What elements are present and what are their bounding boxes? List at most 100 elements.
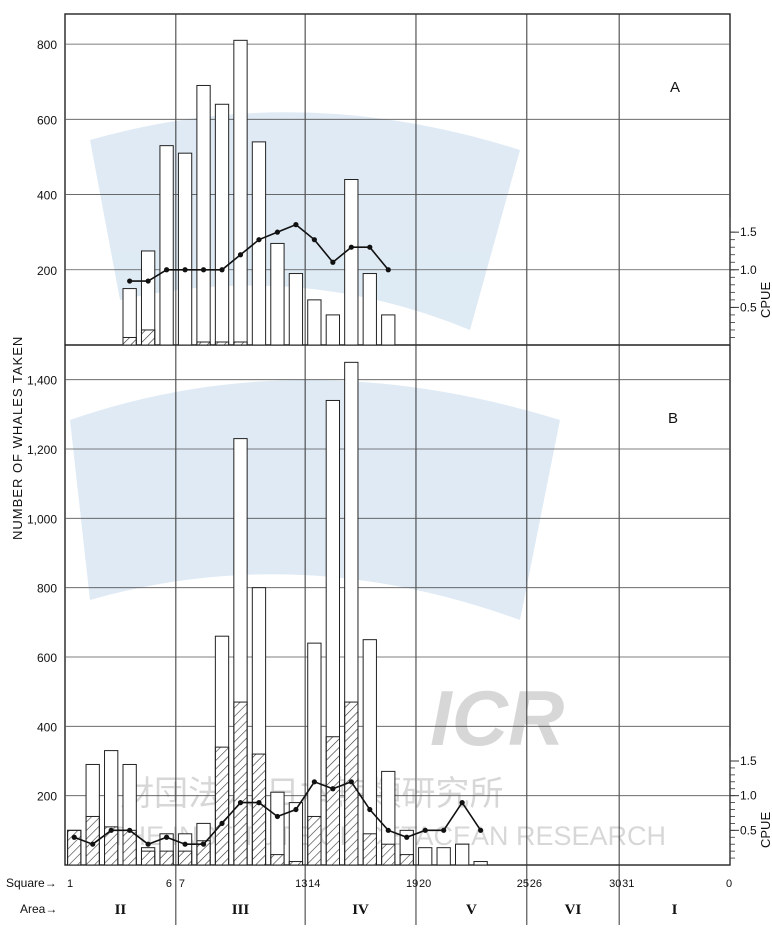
cpue-point — [127, 278, 133, 284]
square-axis-label: Square→ — [6, 876, 57, 890]
cpue-point — [71, 834, 77, 840]
cpue-point — [478, 827, 484, 833]
area-label: IV — [352, 902, 369, 918]
cpue-point — [182, 841, 188, 847]
y-axis-label: NUMBER OF WHALES TAKEN — [10, 336, 25, 540]
bar-hatched — [177, 850, 193, 866]
y-tick-label: 200 — [37, 790, 57, 804]
y-tick-label: 800 — [37, 38, 57, 52]
square-tick-label: 6 — [166, 878, 172, 890]
cpue-point — [237, 800, 244, 806]
watermark-logo-shape-2 — [70, 380, 560, 620]
y-tick-label: 200 — [37, 264, 57, 278]
cpue-point — [459, 800, 465, 806]
cpue-point — [367, 806, 373, 813]
cpue-point — [219, 820, 225, 827]
square-tick-label: 14 — [308, 878, 320, 890]
bar-total — [288, 273, 304, 346]
axis-ticks: 2004006008002004006008001,0001,2001,4000… — [27, 38, 757, 918]
cpue-point — [441, 827, 447, 833]
square-tick-label: 25 — [517, 878, 529, 890]
bar-hatched — [270, 854, 285, 866]
panel-b-bars — [67, 361, 488, 866]
bar-total — [270, 242, 285, 346]
square-tick-label: 0 — [726, 878, 732, 890]
cpue-point — [311, 779, 317, 785]
cpue-tick-label: 1.5 — [740, 225, 757, 239]
panel-b-cpue-line — [71, 779, 484, 847]
y-tick-label: 400 — [37, 720, 57, 734]
cpue-point — [145, 278, 151, 284]
bar-hatched — [325, 736, 340, 866]
bar-total — [344, 179, 359, 346]
cpue-point — [256, 237, 262, 243]
cpue-point — [256, 800, 262, 806]
cpue-point — [311, 237, 317, 243]
square-tick-label: 7 — [179, 878, 185, 890]
cpue-point — [293, 222, 299, 228]
bar-hatched — [159, 850, 174, 866]
bar-hatched — [140, 329, 156, 346]
square-tick-label: 19 — [406, 878, 418, 890]
area-label: I — [672, 902, 678, 918]
bar-hatched — [85, 815, 100, 866]
bar-hatched — [122, 829, 137, 866]
area-label: VI — [565, 902, 582, 918]
bar-hatched — [214, 746, 230, 866]
bar-total — [455, 843, 470, 866]
bar-total — [214, 103, 230, 346]
cpue-point — [367, 244, 373, 250]
y-tick-label: 1,200 — [27, 443, 57, 457]
bar-total — [381, 314, 396, 346]
cpue-point — [348, 779, 354, 785]
square-tick-label: 1 — [67, 878, 73, 890]
bar-hatched — [381, 843, 396, 866]
cpue-point — [219, 267, 225, 273]
cpue-tick-label: 1.0 — [740, 263, 757, 277]
bar-total — [418, 847, 433, 866]
bar-total — [251, 141, 267, 346]
bar-total — [473, 861, 488, 866]
y-tick-label: 1,000 — [27, 512, 57, 526]
y-tick-label: 600 — [37, 113, 57, 127]
square-tick-label: 30 — [609, 878, 621, 890]
cpue-label-a: CPUE — [758, 282, 772, 318]
cpue-point — [404, 834, 410, 840]
square-tick-label: 13 — [295, 878, 307, 890]
cpue-point — [237, 252, 244, 258]
cpue-point — [274, 229, 281, 235]
y-tick-label: 400 — [37, 189, 57, 203]
bar-total — [325, 314, 340, 346]
bar-hatched — [399, 854, 414, 866]
bar-total — [233, 39, 248, 346]
square-tick-label: 20 — [419, 878, 431, 890]
bar-hatched — [196, 840, 211, 866]
bar-hatched — [233, 341, 248, 346]
area-label: III — [232, 902, 250, 918]
panel-b-grid — [65, 379, 730, 797]
cpue-point — [348, 244, 354, 250]
area-axis-label: Area→ — [20, 902, 57, 916]
cpue-point — [108, 827, 114, 833]
bar-total — [307, 299, 322, 346]
cpue-point — [330, 259, 336, 265]
cpue-tick-label: 0.5 — [740, 300, 757, 314]
cpue-point — [422, 827, 428, 833]
panel-a-grid — [64, 13, 731, 925]
cpue-label-b: CPUE — [758, 812, 772, 848]
watermark-logo-text: ICR — [430, 674, 564, 762]
bar-hatched — [307, 815, 322, 866]
cpue-tick-label: 1.0 — [740, 789, 757, 803]
bar-total — [362, 273, 377, 346]
panel-a-label: A — [670, 79, 680, 96]
area-label: V — [466, 902, 477, 918]
bar-total — [159, 145, 174, 346]
bar-total — [122, 288, 137, 346]
panel-a-cpue-line — [127, 222, 391, 284]
cpue-point — [200, 267, 207, 273]
bar-hatched — [288, 861, 304, 866]
bar-hatched — [233, 701, 248, 866]
cpue-point — [330, 786, 336, 792]
bar-hatched — [214, 341, 230, 346]
